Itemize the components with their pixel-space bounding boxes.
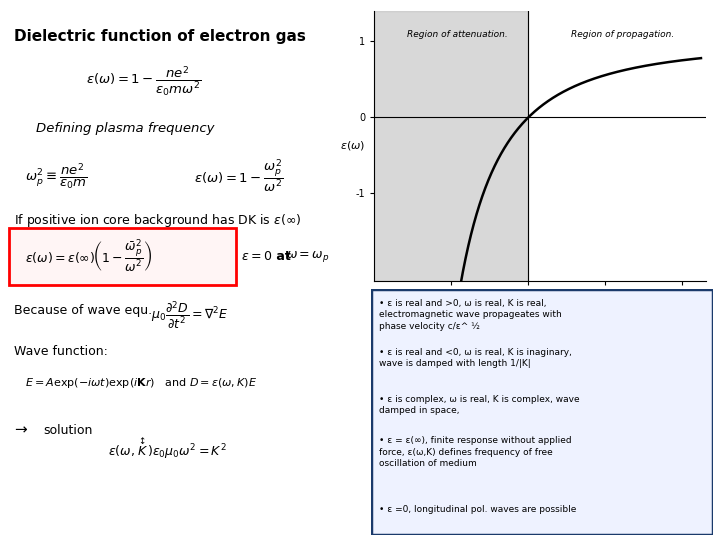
Text: • ε is complex, ω is real, K is complex, wave
damped in space,: • ε is complex, ω is real, K is complex,… [379, 395, 580, 415]
Text: • ε =0, longitudinal pol. waves are possible: • ε =0, longitudinal pol. waves are poss… [379, 505, 577, 514]
Text: $E= A \exp(-i\omega t)\exp(i\mathbf{K}r)$   and $D=\varepsilon(\omega, K)E$: $E= A \exp(-i\omega t)\exp(i\mathbf{K}r)… [25, 376, 258, 390]
Text: $\varepsilon(\omega) = \varepsilon(\infty)\!\left(1 - \dfrac{\bar{\omega}_p^2}{\: $\varepsilon(\omega) = \varepsilon(\inft… [25, 238, 152, 275]
Text: $\mu_0 \dfrac{\partial^2 D}{\partial t^2} = \nabla^2 E$: $\mu_0 \dfrac{\partial^2 D}{\partial t^2… [151, 299, 228, 330]
Text: $\varepsilon(\omega) = 1 - \dfrac{ne^2}{\varepsilon_0 m\omega^2}$: $\varepsilon(\omega) = 1 - \dfrac{ne^2}{… [86, 65, 202, 99]
Text: $\varepsilon(\omega, \overset{\updownarrow}{K})\varepsilon_0\mu_0\omega^2 = K^2$: $\varepsilon(\omega, \overset{\updownarr… [108, 436, 227, 461]
X-axis label: $\frac{\omega}{\omega_p}\!\rightarrow$: $\frac{\omega}{\omega_p}\!\rightarrow$ [528, 301, 552, 321]
Text: • ε is real and <0, ω is real, K is inaginary,
wave is damped with length 1/|K|: • ε is real and <0, ω is real, K is inag… [379, 348, 572, 368]
Y-axis label: $\varepsilon(\omega)$: $\varepsilon(\omega)$ [341, 139, 366, 152]
Text: $\varepsilon(\omega) = 1 - \dfrac{\omega_p^2}{\omega^2}$: $\varepsilon(\omega) = 1 - \dfrac{\omega… [194, 157, 284, 195]
Text: Because of wave equ.: Because of wave equ. [14, 304, 153, 317]
Text: • ε is real and >0, ω is real, K is real,
electromagnetic wave propageates with
: • ε is real and >0, ω is real, K is real… [379, 299, 562, 330]
FancyBboxPatch shape [371, 289, 713, 535]
Text: If positive ion core background has DK is $\varepsilon(\infty)$: If positive ion core background has DK i… [14, 212, 302, 229]
Text: →: → [14, 422, 27, 437]
Text: $\omega_p^2 \equiv \dfrac{ne^2}{\varepsilon_0 m}$: $\omega_p^2 \equiv \dfrac{ne^2}{\varepsi… [25, 161, 88, 191]
Text: • ε = ε(∞), finite response without applied
force, ε(ω,K) defines frequency of f: • ε = ε(∞), finite response without appl… [379, 436, 572, 468]
Text: Dielectric function of electron gas: Dielectric function of electron gas [14, 29, 306, 44]
Text: $\varepsilon=0$: $\varepsilon=0$ [241, 250, 272, 263]
Text: Defining plasma frequency: Defining plasma frequency [36, 123, 215, 136]
Text: solution: solution [43, 423, 93, 436]
Text: $\omega=\omega_p$: $\omega=\omega_p$ [287, 249, 330, 264]
FancyBboxPatch shape [9, 228, 236, 285]
Text: Wave function:: Wave function: [14, 345, 108, 358]
Text: Region of attenuation.: Region of attenuation. [407, 30, 508, 39]
Text: at: at [272, 250, 295, 263]
Text: Region of propagation.: Region of propagation. [571, 30, 675, 39]
